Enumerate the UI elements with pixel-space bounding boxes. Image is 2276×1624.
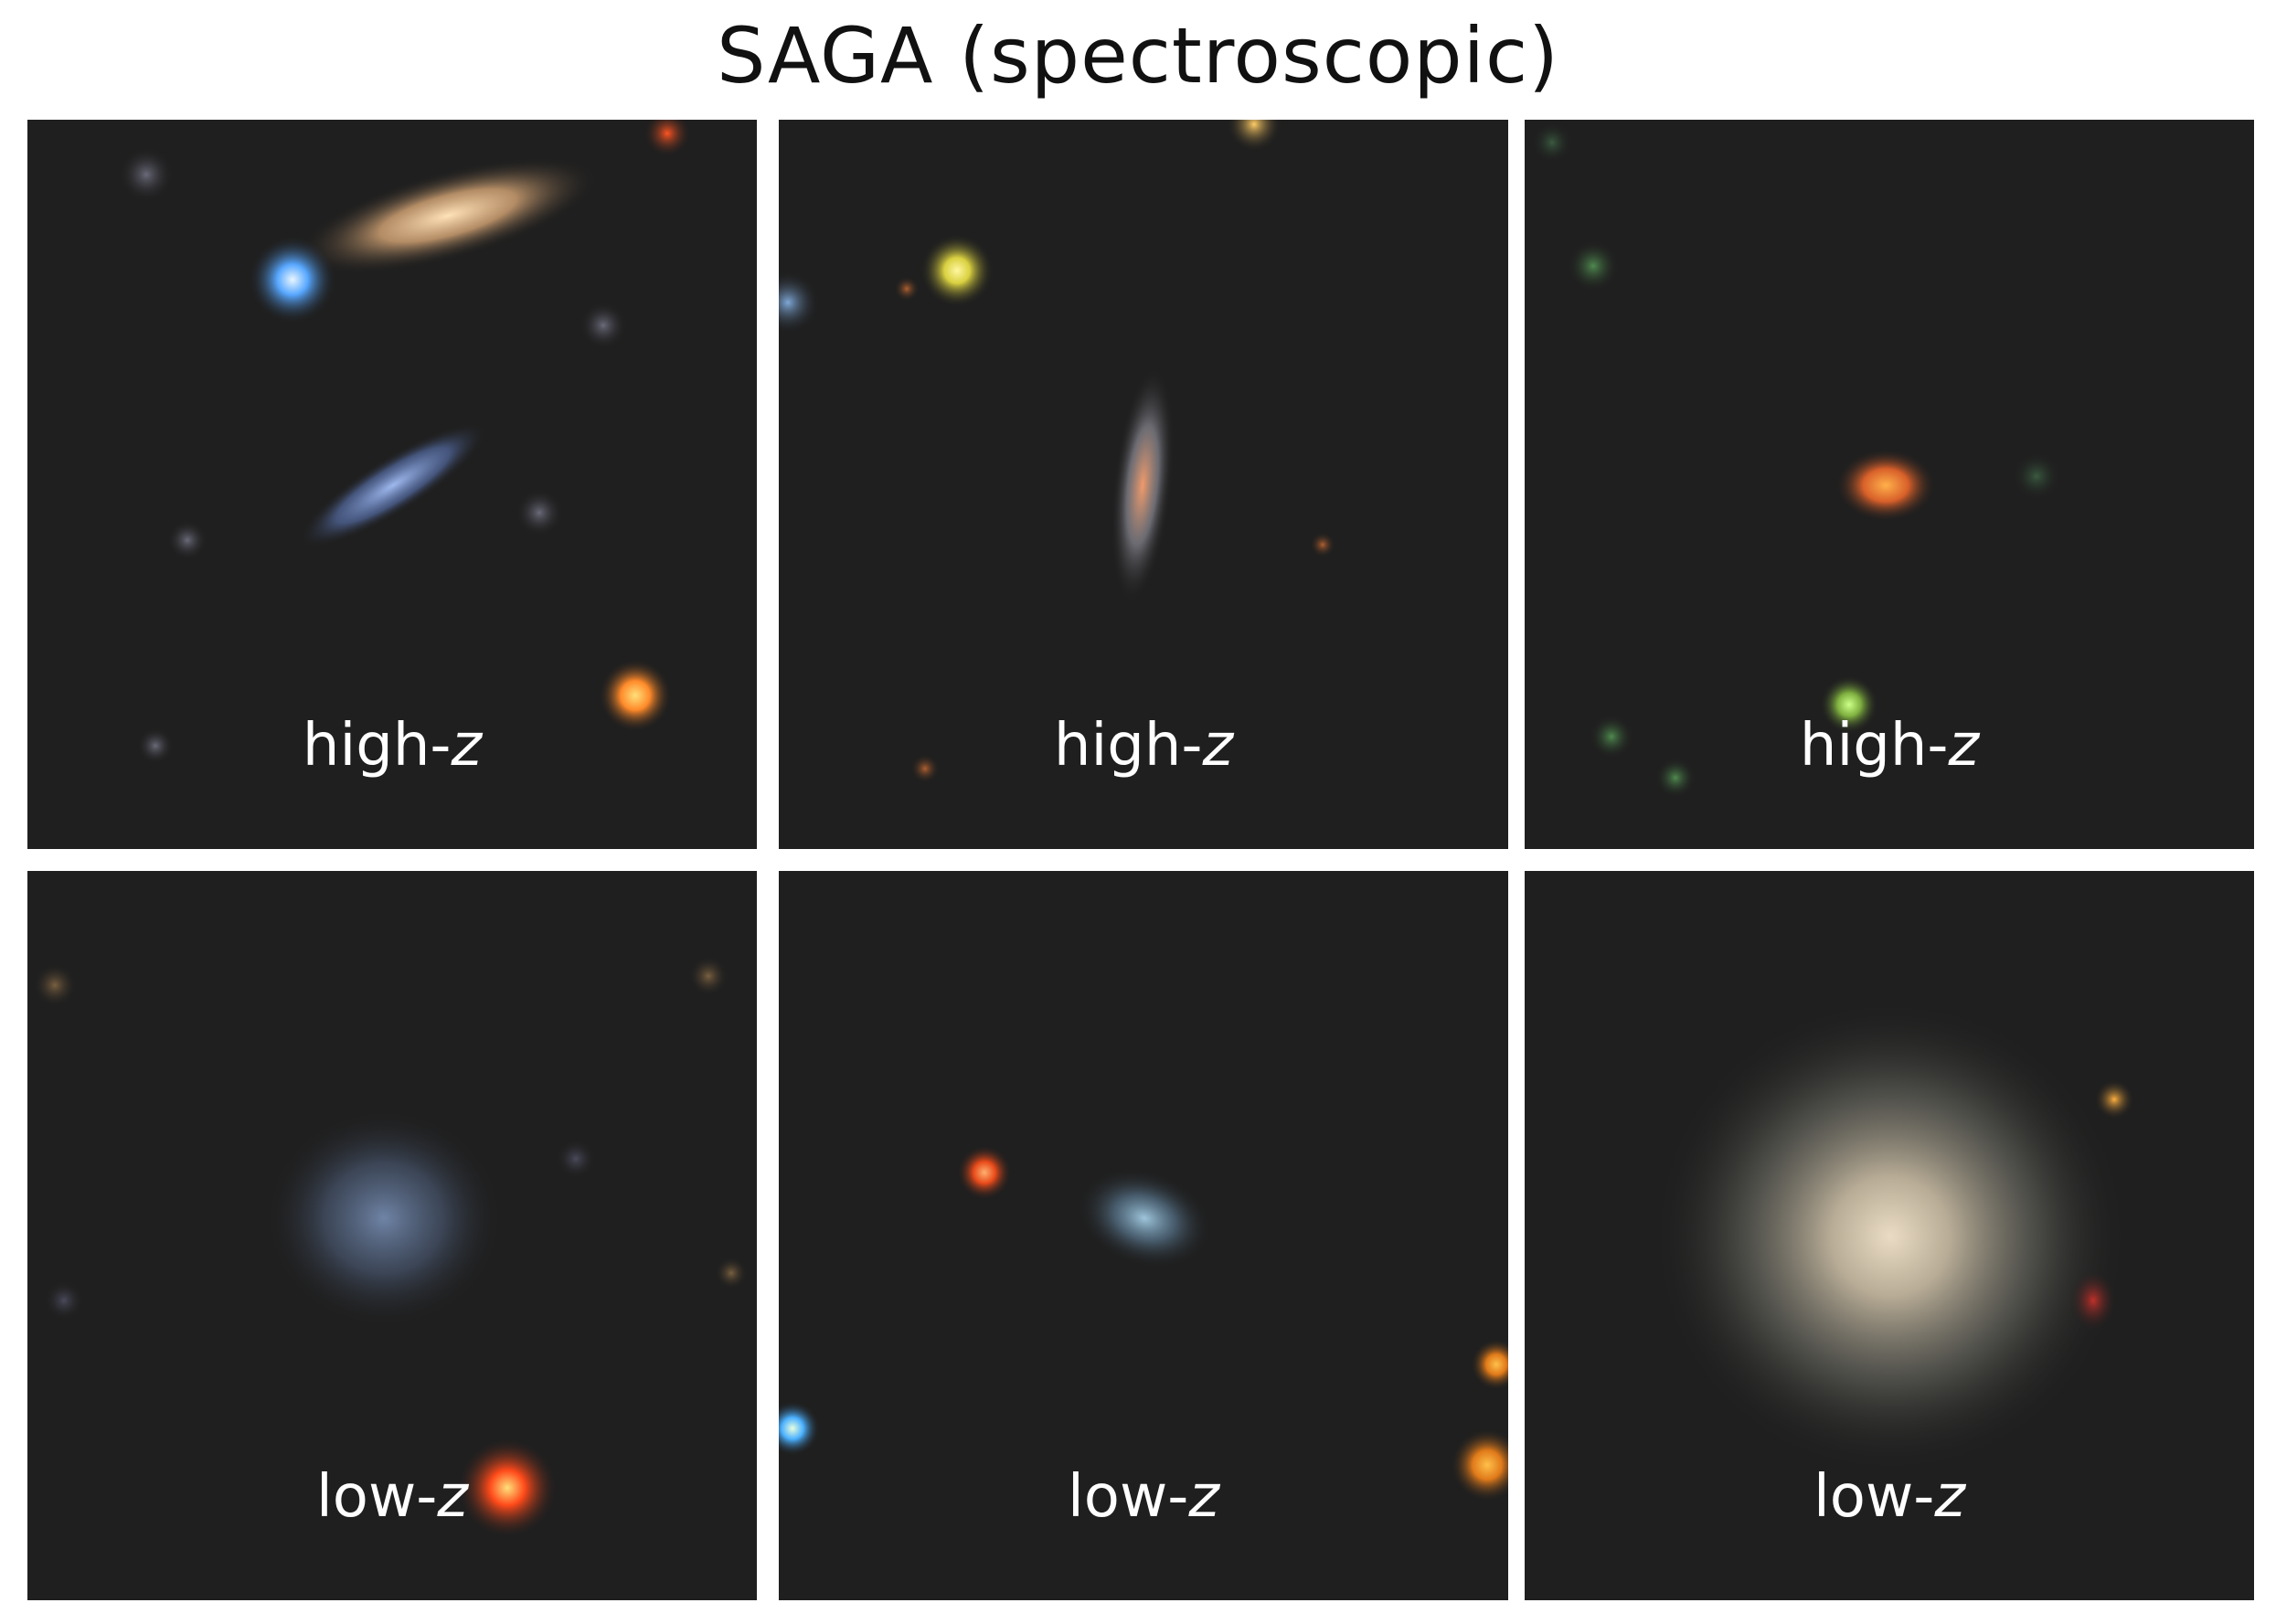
panel-label: low-z xyxy=(316,1463,468,1531)
galaxy-cutout-image xyxy=(1525,871,2254,1600)
cutout-panel-high-z-2: high-z xyxy=(779,120,1508,849)
figure-title: SAGA (spectroscopic) xyxy=(717,11,1559,101)
panel-label: high-z xyxy=(1053,712,1234,780)
galaxy-cutout-image xyxy=(779,120,1508,849)
panel-label: high-z xyxy=(302,712,483,780)
panel-label: low-z xyxy=(1068,1463,1219,1531)
cutout-panel-low-z-3: low-z xyxy=(1525,871,2254,1600)
cutout-panel-low-z-2: low-z xyxy=(779,871,1508,1600)
panel-label: high-z xyxy=(1799,712,1980,780)
cutout-panel-high-z-3: high-z xyxy=(1525,120,2254,849)
galaxy-cutout-image xyxy=(779,871,1508,1600)
cutout-panel-high-z-1: high-z xyxy=(27,120,757,849)
cutout-panel-low-z-1: low-z xyxy=(27,871,757,1600)
galaxy-cutout-image xyxy=(1525,120,2254,849)
galaxy-cutout-image xyxy=(27,120,757,849)
galaxy-cutout-image xyxy=(27,871,757,1600)
panel-label: low-z xyxy=(1813,1463,1965,1531)
